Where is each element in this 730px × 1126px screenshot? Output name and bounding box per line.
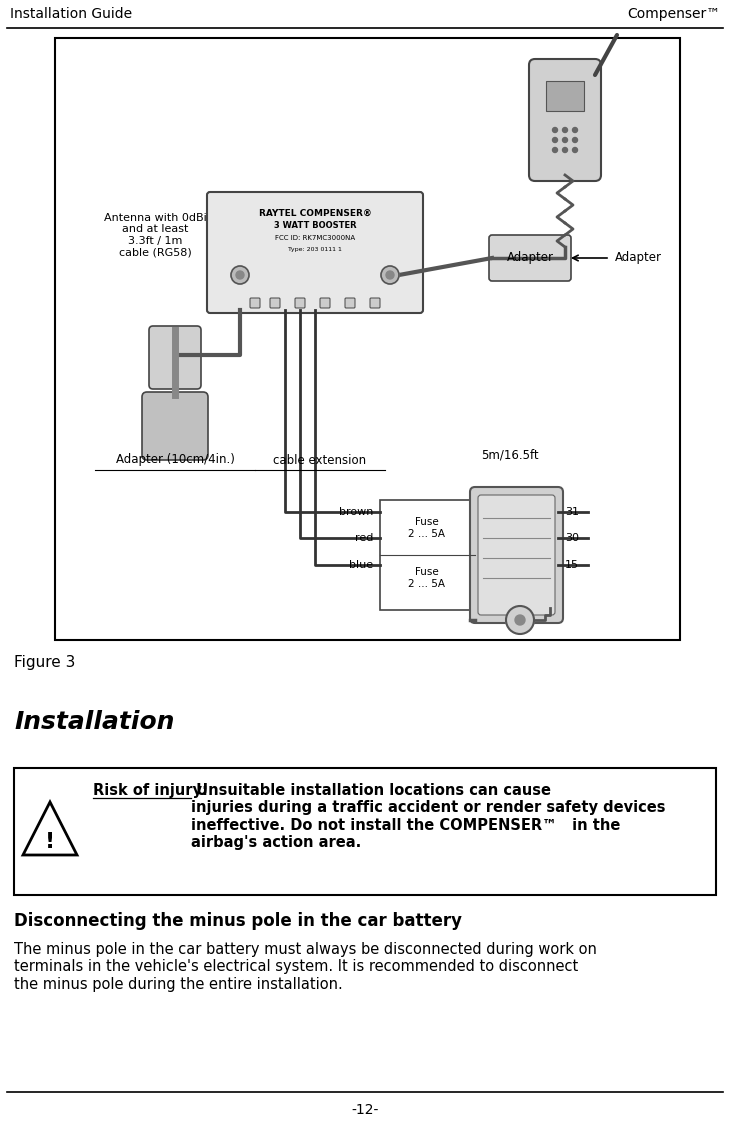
Circle shape (553, 148, 558, 152)
FancyBboxPatch shape (149, 327, 201, 388)
Circle shape (563, 127, 567, 133)
Text: !: ! (45, 832, 55, 852)
Circle shape (563, 148, 567, 152)
FancyBboxPatch shape (478, 495, 555, 615)
FancyBboxPatch shape (320, 298, 330, 309)
FancyBboxPatch shape (345, 298, 355, 309)
Circle shape (386, 271, 394, 279)
Circle shape (553, 127, 558, 133)
Text: 31: 31 (565, 507, 579, 517)
FancyBboxPatch shape (546, 81, 584, 111)
FancyBboxPatch shape (370, 298, 380, 309)
Text: Compenser™: Compenser™ (627, 7, 720, 21)
Text: Installation: Installation (14, 711, 174, 734)
Text: Installation Guide: Installation Guide (10, 7, 132, 21)
Circle shape (563, 137, 567, 143)
Text: 3 WATT BOOSTER: 3 WATT BOOSTER (274, 222, 356, 231)
FancyBboxPatch shape (250, 298, 260, 309)
FancyBboxPatch shape (270, 298, 280, 309)
Circle shape (506, 606, 534, 634)
Polygon shape (23, 802, 77, 855)
Circle shape (572, 148, 577, 152)
Circle shape (572, 137, 577, 143)
FancyBboxPatch shape (295, 298, 305, 309)
Text: -12-: -12- (351, 1103, 379, 1117)
Text: Unsuitable installation locations can cause
injuries during a traffic accident o: Unsuitable installation locations can ca… (191, 783, 666, 850)
Text: Figure 3: Figure 3 (14, 655, 75, 670)
FancyBboxPatch shape (55, 38, 680, 640)
Circle shape (553, 137, 558, 143)
FancyBboxPatch shape (207, 193, 423, 313)
FancyBboxPatch shape (380, 500, 475, 610)
Text: RAYTEL COMPENSER®: RAYTEL COMPENSER® (258, 208, 372, 217)
Text: Fuse
2 ... 5A: Fuse 2 ... 5A (409, 568, 445, 589)
FancyBboxPatch shape (142, 392, 208, 461)
Text: 15: 15 (565, 560, 579, 570)
Text: FCC ID: RK7MC3000NA: FCC ID: RK7MC3000NA (275, 235, 355, 241)
Circle shape (231, 266, 249, 284)
Text: Adapter: Adapter (507, 251, 553, 265)
Text: Fuse
2 ... 5A: Fuse 2 ... 5A (409, 517, 445, 539)
Text: Antenna with 0dBi
and at least
3.3ft / 1m
cable (RG58): Antenna with 0dBi and at least 3.3ft / 1… (104, 213, 207, 258)
Text: Adapter: Adapter (615, 251, 662, 265)
Text: 5m/16.5ft: 5m/16.5ft (481, 448, 539, 462)
Text: brown: brown (339, 507, 373, 517)
Circle shape (236, 271, 244, 279)
FancyBboxPatch shape (470, 488, 563, 623)
Circle shape (572, 127, 577, 133)
Text: red: red (355, 533, 373, 543)
Text: cable extension: cable extension (274, 454, 366, 466)
Text: The minus pole in the car battery must always be disconnected during work on
ter: The minus pole in the car battery must a… (14, 942, 597, 992)
Text: Adapter (10cm/4in.): Adapter (10cm/4in.) (115, 454, 234, 466)
Text: Disconnecting the minus pole in the car battery: Disconnecting the minus pole in the car … (14, 912, 462, 930)
FancyBboxPatch shape (14, 768, 716, 895)
Circle shape (515, 615, 525, 625)
Text: Type: 203 0111 1: Type: 203 0111 1 (288, 248, 342, 252)
FancyBboxPatch shape (529, 59, 601, 181)
Text: 30: 30 (565, 533, 579, 543)
Text: blue: blue (349, 560, 373, 570)
Text: Risk of injury:: Risk of injury: (93, 783, 208, 798)
Circle shape (381, 266, 399, 284)
FancyBboxPatch shape (489, 235, 571, 282)
